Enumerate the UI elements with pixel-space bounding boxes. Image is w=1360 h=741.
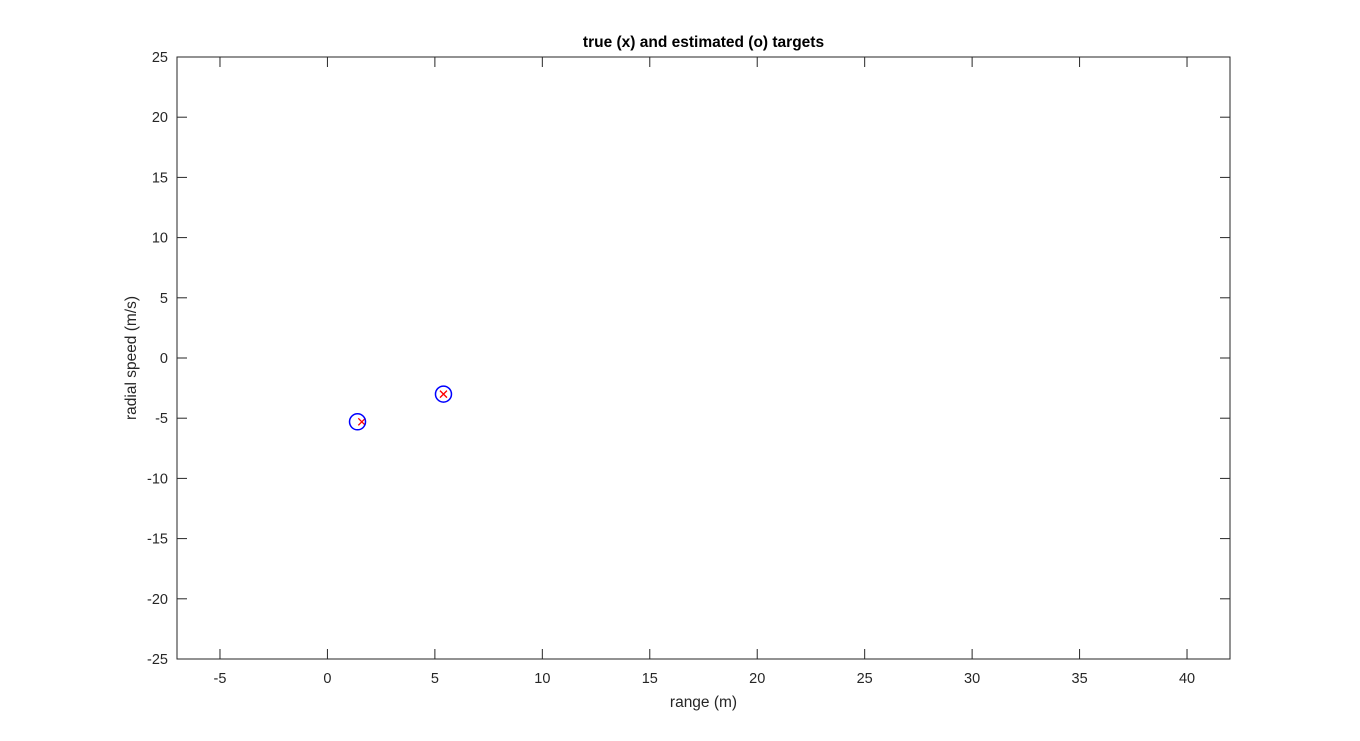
y-tick-label: 0 xyxy=(160,351,168,367)
x-tick-label: 20 xyxy=(749,671,765,687)
y-tick-label: -20 xyxy=(147,592,168,608)
x-axis: -5 0 5 10 15 20 25 30 35 40 xyxy=(214,57,1195,687)
y-tick-label: 25 xyxy=(152,50,168,66)
x-tick-label: 0 xyxy=(323,671,331,687)
x-tick-label: 35 xyxy=(1072,671,1088,687)
y-tick-label: -10 xyxy=(147,471,168,487)
chart-title: true (x) and estimated (o) targets xyxy=(583,34,824,51)
y-tick-label: 10 xyxy=(152,231,168,247)
y-axis: 25 20 15 10 5 0 -5 -10 -15 -20 -25 xyxy=(147,50,1230,668)
x-tick-label: 30 xyxy=(964,671,980,687)
y-tick-label: -25 xyxy=(147,652,168,668)
estimated-target-marker xyxy=(434,385,453,403)
data-markers xyxy=(348,385,453,431)
cross-stroke xyxy=(357,417,366,426)
y-tick-label: -15 xyxy=(147,532,168,548)
y-tick-label: 5 xyxy=(160,291,168,307)
x-tick-label: 25 xyxy=(857,671,873,687)
y-tick-label: 15 xyxy=(152,170,168,186)
true-target-marker xyxy=(439,390,448,399)
cross-stroke xyxy=(439,390,448,399)
x-tick-label: 15 xyxy=(642,671,658,687)
y-tick-label: -5 xyxy=(155,411,168,427)
plot-area xyxy=(176,56,1231,660)
x-tick-label: 40 xyxy=(1179,671,1195,687)
y-axis-label: radial speed (m/s) xyxy=(123,296,140,420)
x-tick-label: 10 xyxy=(534,671,550,687)
x-axis-label: range (m) xyxy=(670,694,737,711)
true-target-marker xyxy=(357,417,366,426)
estimated-target-marker xyxy=(348,413,367,431)
x-tick-label: -5 xyxy=(214,671,227,687)
x-tick-label: 5 xyxy=(431,671,439,687)
y-tick-label: 20 xyxy=(152,110,168,126)
